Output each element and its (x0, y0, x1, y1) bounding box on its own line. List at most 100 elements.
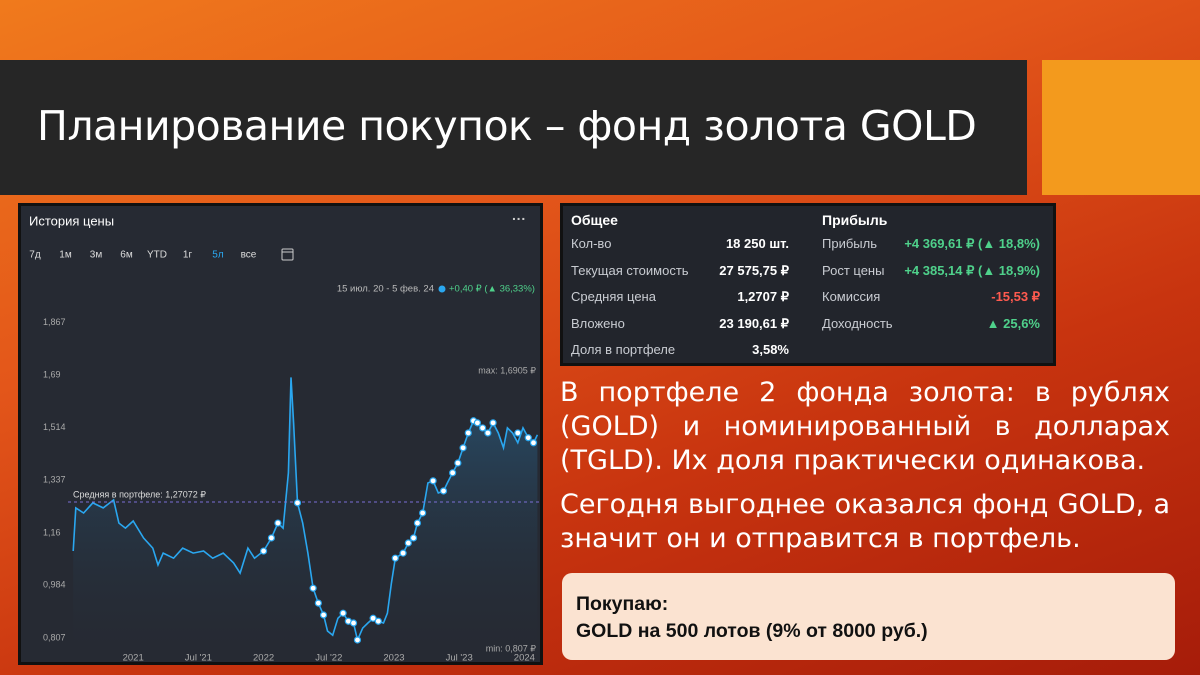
stats-value: 1,2707 ₽ (737, 289, 789, 304)
purchase-marker (449, 469, 457, 477)
period-button[interactable]: 3м (90, 250, 103, 261)
date-range: 15 июл. 20 - 5 фев. 24 (337, 284, 434, 295)
purchase-marker (267, 534, 276, 542)
y-tick-label: 1,337 (43, 475, 66, 485)
period-button[interactable]: 5л (212, 250, 224, 261)
stats-value: 18 250 шт. (725, 236, 789, 251)
stats-panel: Общее Кол-во 18 250 шт. Текущая стоимость 27… (560, 203, 1056, 366)
stats-heading: Общее (571, 212, 618, 228)
period-button[interactable]: все (241, 250, 257, 261)
purchase-marker (369, 614, 377, 622)
period-button[interactable]: 1г (183, 250, 193, 261)
purchase-marker (349, 619, 358, 627)
stats-value: 23 190,61 ₽ (719, 315, 789, 331)
purchase-marker (374, 617, 382, 625)
chart-title: История цены (29, 213, 114, 228)
stats-label: Кол-во (571, 236, 612, 251)
note-box: Покупаю: GOLD на 500 лотов (9% от 8000 р… (562, 573, 1175, 660)
purchase-marker (339, 609, 347, 617)
price-chart: История цены ··· 7д 1м 3м 6м YTD 1г 5л все 15 ию… (18, 203, 543, 665)
stats-value: +4 385,14 ₽ (▲ 18,9%) (904, 262, 1040, 278)
y-tick-label: 1,69 (43, 370, 61, 380)
purchase-marker (413, 519, 422, 527)
purchase-marker (293, 499, 302, 507)
paragraph: В портфеле 2 фонда золота: в рублях (GOL… (560, 377, 1170, 476)
x-tick-label: 2024 (514, 653, 535, 664)
slide-title: Планирование покупок – фонд золота GOLD (37, 102, 977, 150)
accent-block (1042, 60, 1200, 195)
purchase-marker (473, 419, 482, 427)
period-button[interactable]: 6м (120, 250, 133, 261)
stats-row: Доля в портфеле 3,58% (571, 342, 789, 369)
y-tick-label: 1,514 (43, 422, 66, 432)
stats-row: Рост цены +4 385,14 ₽ (▲ 18,9%) (822, 263, 1040, 290)
stats-label: Доходность (822, 315, 893, 331)
stats-label: Средняя цена (571, 289, 656, 304)
title-bar: Планирование покупок – фонд золота GOLD (0, 60, 1027, 195)
stats-row: Доходность ▲ 25,6% (822, 316, 1040, 343)
period-button[interactable]: YTD (147, 250, 167, 261)
purchase-marker (404, 539, 412, 547)
purchase-marker (484, 429, 492, 437)
note-heading: Покупаю: (576, 593, 669, 615)
purchase-marker (409, 534, 418, 542)
x-tick-label: 2021 (123, 653, 144, 664)
y-tick-label: 0,984 (43, 580, 66, 590)
purchase-marker (439, 487, 448, 495)
stats-row: Кол-во 18 250 шт. (571, 236, 789, 263)
purchase-marker (314, 599, 322, 607)
purchase-marker (309, 584, 317, 592)
stats-right: Прибыль Прибыль +4 369,61 ₽ (▲ 18,8%) Рост … (822, 212, 1040, 342)
purchase-marker (319, 611, 328, 619)
x-tick-label: Jul '22 (315, 653, 342, 664)
stats-value: +4 369,61 ₽ (▲ 18,8%) (904, 236, 1040, 251)
stats-value: ▲ 25,6% (986, 315, 1040, 331)
purchase-marker (459, 444, 467, 452)
stats-row: Текущая стоимость 27 575,75 ₽ (571, 263, 789, 290)
note-text: GOLD на 500 лотов (9% от 8000 руб.) (576, 620, 928, 642)
paragraph: Сегодня выгоднее оказался фонд GOLD, а з… (560, 489, 1170, 554)
period-button[interactable]: 1м (59, 250, 72, 261)
purchase-marker (391, 554, 399, 562)
purchase-marker (274, 519, 282, 527)
change-label: +0,40 ₽ (▲ 36,33%) (449, 284, 535, 295)
stats-row: Вложено 23 190,61 ₽ (571, 316, 789, 343)
stats-label: Вложено (571, 315, 625, 331)
purchase-marker (429, 477, 437, 485)
stats-value: 3,58% (752, 342, 789, 357)
stats-row: Прибыль +4 369,61 ₽ (▲ 18,8%) (822, 236, 1040, 263)
y-tick-label: 0,807 (43, 632, 66, 642)
stats-left: Общее Кол-во 18 250 шт. Текущая стоимость 27… (571, 212, 789, 369)
purchase-marker (479, 424, 487, 432)
calendar-icon[interactable] (281, 248, 294, 261)
stats-row: Комиссия -15,53 ₽ (822, 289, 1040, 316)
stats-row: Средняя цена 1,2707 ₽ (571, 289, 789, 316)
area-fill (73, 377, 538, 648)
stats-value: -15,53 ₽ (991, 289, 1040, 304)
purchase-marker (464, 429, 472, 437)
purchase-marker (353, 636, 362, 644)
max-label: max: 1,6905 ₽ (478, 365, 536, 375)
period-button[interactable]: 7д (29, 250, 41, 261)
min-label: min: 0,807 ₽ (486, 643, 537, 653)
x-tick-label: Jul '21 (185, 653, 212, 664)
stats-label: Текущая стоимость (571, 262, 689, 278)
y-tick-label: 1,16 (43, 527, 61, 537)
menu[interactable]: ··· (512, 211, 526, 227)
purchase-marker (529, 439, 538, 447)
purchase-marker (524, 434, 532, 442)
purchase-marker (514, 429, 522, 437)
x-tick-label: Jul '23 (446, 653, 473, 664)
purchase-marker (419, 509, 427, 517)
purchase-marker (399, 549, 407, 557)
x-tick-label: 2023 (383, 653, 404, 664)
stats-label: Доля в портфеле (571, 342, 676, 357)
stats-heading: Прибыль (822, 212, 888, 228)
purchase-marker (489, 419, 497, 427)
stats-label: Рост цены (822, 262, 885, 278)
stats-value: 27 575,75 ₽ (719, 262, 789, 278)
purchase-marker (454, 459, 462, 467)
legend-dot (438, 285, 446, 293)
purchase-marker (259, 547, 268, 555)
